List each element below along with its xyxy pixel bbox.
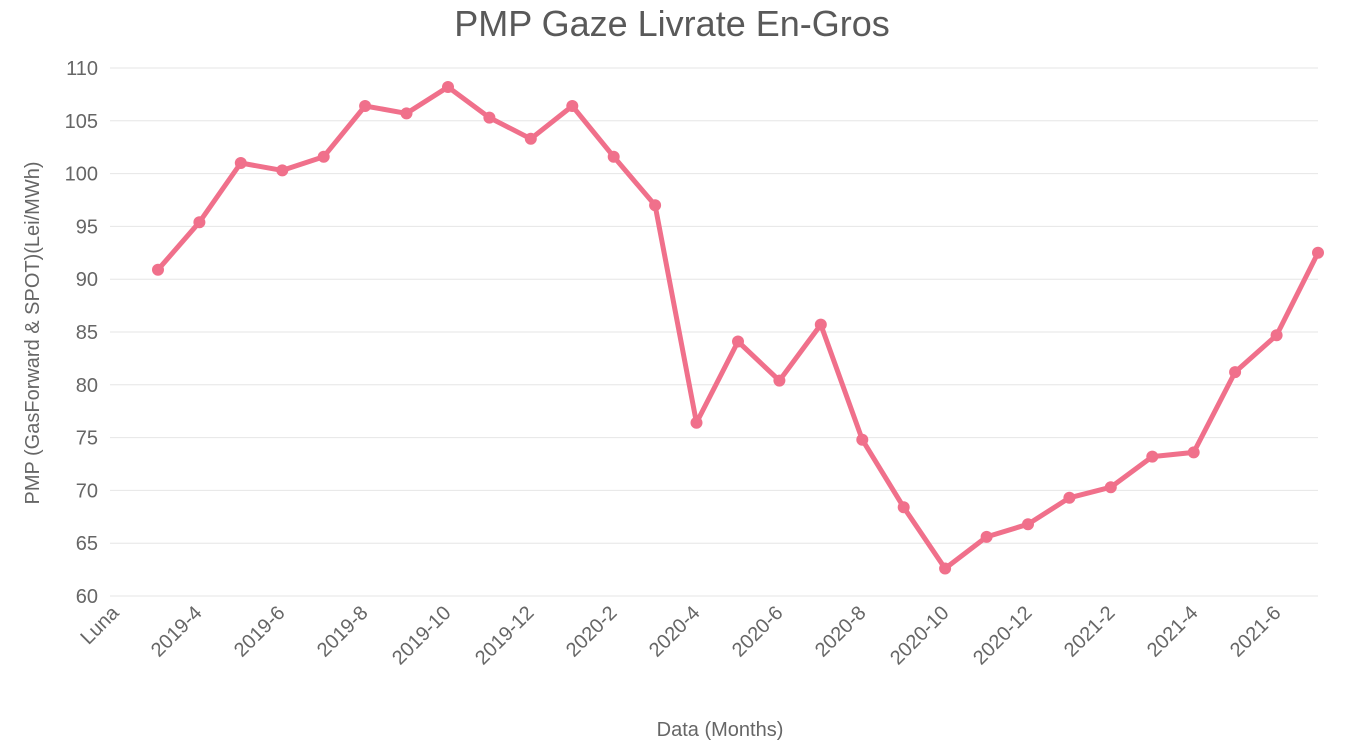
y-tick-label: 60: [76, 586, 98, 608]
data-point-2021-6[interactable]: [1270, 329, 1283, 342]
y-tick-label: 80: [76, 375, 98, 397]
y-tick-label: 100: [65, 164, 98, 186]
x-axis-ticks: Luna 2019-4 2019-6 2019-8 2019-10 2019-12 2020…: [77, 601, 1286, 669]
x-tick-label: 2020-8: [811, 602, 871, 662]
data-point-2021-5[interactable]: [1229, 366, 1242, 379]
data-point-2020-7[interactable]: [814, 318, 827, 331]
data-point-2019-12[interactable]: [524, 132, 537, 145]
x-axis-title: Data (Months): [657, 719, 784, 741]
data-point-2019-7[interactable]: [317, 150, 330, 163]
data-point-2019-11[interactable]: [483, 111, 496, 124]
data-point-2020-9[interactable]: [897, 501, 910, 514]
data-point-2019-6[interactable]: [276, 164, 289, 177]
x-tick-label: 2020-10: [886, 602, 953, 669]
x-tick-label: 2021-6: [1226, 602, 1286, 662]
series-line: [155, 84, 1321, 571]
x-tick-label: Luna: [77, 601, 125, 649]
x-tick-label: 2019-6: [230, 602, 290, 662]
x-tick-label: 2021-2: [1060, 602, 1120, 662]
data-point-2021-3[interactable]: [1146, 450, 1159, 463]
data-point-2019-8[interactable]: [359, 100, 372, 112]
y-tick-label: 90: [76, 269, 98, 291]
y-tick-label: 105: [65, 111, 98, 133]
chart-title: PMP Gaze Livrate En-Gros: [454, 3, 890, 44]
y-axis-title: PMP (GasForward & SPOT)(Lei/MWh): [22, 161, 44, 504]
data-point-2019-4[interactable]: [193, 216, 206, 229]
data-point-2020-10[interactable]: [939, 562, 952, 575]
y-tick-label: 85: [76, 322, 98, 344]
data-point-2020-6[interactable]: [773, 374, 786, 387]
y-tick-label: 70: [76, 480, 98, 502]
data-point-2019-3[interactable]: [152, 263, 164, 276]
data-points: [152, 81, 1324, 575]
x-tick-label: 2019-4: [147, 602, 207, 662]
x-tick-label: 2019-12: [471, 602, 538, 669]
data-point-2020-12[interactable]: [1022, 518, 1034, 531]
x-tick-label: 2020-2: [562, 602, 622, 662]
data-point-2021-7[interactable]: [1312, 246, 1324, 259]
data-point-2020-11[interactable]: [980, 530, 993, 543]
data-point-2021-1[interactable]: [1063, 491, 1076, 504]
gridlines: [110, 67, 1318, 597]
data-point-2021-4[interactable]: [1187, 446, 1200, 459]
x-tick-label: 2020-4: [645, 602, 705, 662]
x-tick-label: 2021-4: [1143, 602, 1203, 662]
x-tick-label: 2019-10: [388, 602, 455, 669]
data-point-2020-5[interactable]: [732, 335, 744, 348]
data-point-2021-2[interactable]: [1104, 481, 1117, 494]
data-point-2019-5[interactable]: [234, 157, 247, 169]
y-tick-label: 65: [76, 533, 98, 555]
data-point-2020-2[interactable]: [607, 150, 620, 163]
data-point-2020-1[interactable]: [566, 100, 579, 112]
data-point-2020-4[interactable]: [690, 416, 703, 429]
data-point-2020-8[interactable]: [856, 433, 869, 446]
x-tick-label: 2020-12: [969, 602, 1036, 669]
data-point-2020-3[interactable]: [649, 199, 662, 212]
data-point-2019-9[interactable]: [400, 107, 413, 120]
y-tick-label: 95: [76, 216, 98, 238]
x-tick-label: 2019-8: [313, 602, 373, 662]
y-tick-label: 75: [76, 428, 98, 450]
y-tick-label: 110: [66, 58, 98, 80]
data-point-2019-10[interactable]: [442, 81, 454, 93]
y-axis-ticks: 60 65 70 75 80 85 90 95 100 105 110: [65, 58, 98, 608]
x-tick-label: 2020-6: [728, 602, 788, 662]
